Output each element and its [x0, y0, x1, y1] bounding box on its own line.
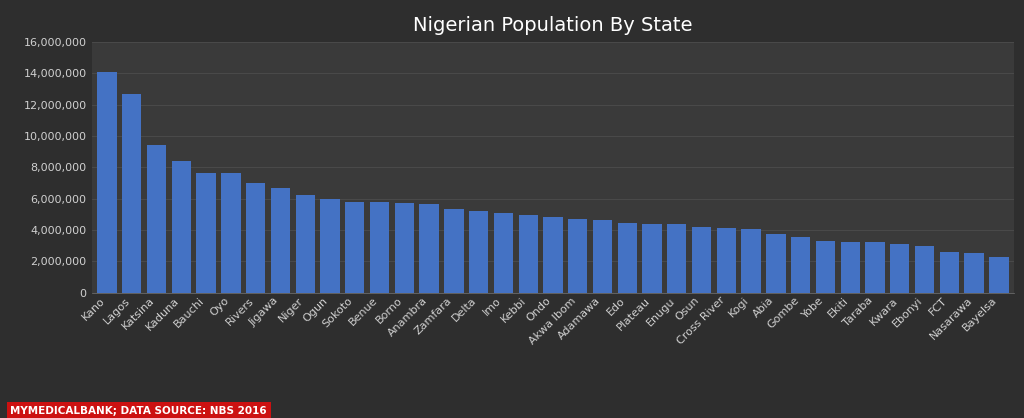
Bar [791, 237, 810, 293]
Bar [989, 257, 1009, 293]
Bar [617, 223, 637, 293]
Bar [717, 228, 736, 293]
Bar [593, 221, 612, 293]
Bar [420, 204, 438, 293]
Bar [197, 173, 216, 293]
Bar [345, 202, 365, 293]
Bar [172, 161, 191, 293]
Bar [444, 209, 464, 293]
Bar [469, 211, 488, 293]
Bar [865, 242, 885, 293]
Bar [816, 241, 836, 293]
Bar [544, 217, 562, 293]
Bar [642, 224, 662, 293]
Bar [965, 253, 984, 293]
Bar [296, 196, 315, 293]
Bar [270, 188, 290, 293]
Bar [321, 199, 340, 293]
Bar [97, 71, 117, 293]
Bar [494, 214, 513, 293]
Bar [741, 229, 761, 293]
Title: Nigerian Population By State: Nigerian Population By State [414, 16, 692, 35]
Bar [766, 234, 785, 293]
Bar [146, 145, 166, 293]
Bar [890, 244, 909, 293]
Bar [122, 94, 141, 293]
Bar [668, 224, 686, 293]
Bar [246, 183, 265, 293]
Bar [370, 202, 389, 293]
Bar [841, 242, 860, 293]
Bar [692, 227, 712, 293]
Text: MYMEDICALBANK; DATA SOURCE: NBS 2016: MYMEDICALBANK; DATA SOURCE: NBS 2016 [10, 406, 267, 416]
Bar [940, 252, 959, 293]
Bar [394, 203, 414, 293]
Bar [568, 219, 588, 293]
Bar [518, 215, 538, 293]
Bar [221, 173, 241, 293]
Bar [914, 246, 934, 293]
